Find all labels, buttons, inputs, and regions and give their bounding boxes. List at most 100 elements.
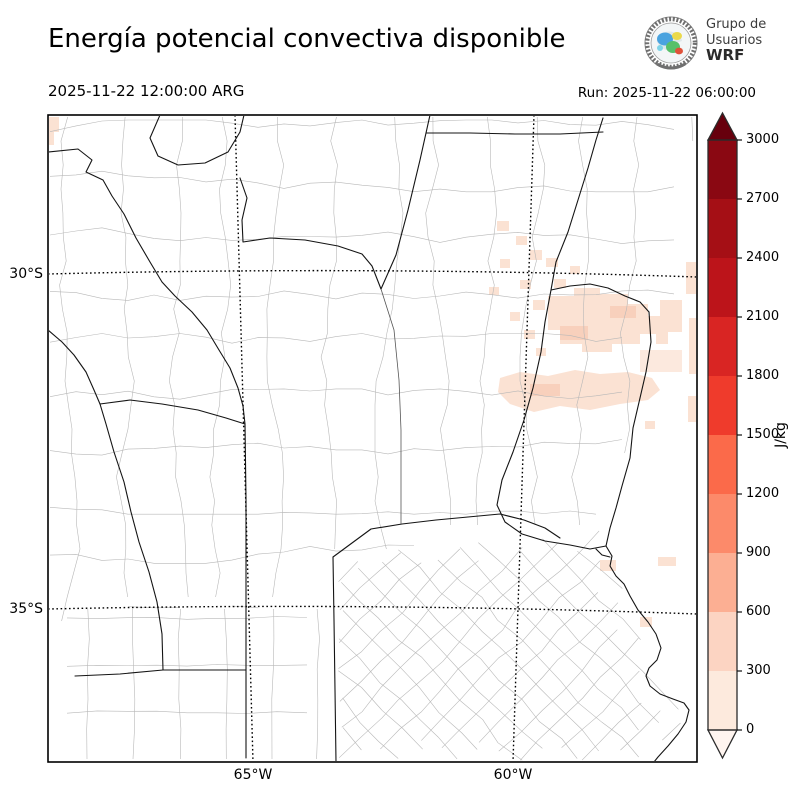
department-boundary-line: [542, 538, 641, 640]
rio-de-la-plata-coast: [605, 545, 690, 761]
graticule-gridlines: [49, 116, 696, 761]
cape-shading-darker-spots: [530, 306, 636, 396]
department-boundary-line: [66, 664, 308, 667]
department-boundary-line: [380, 530, 600, 750]
x-tick-60W: 60°W: [493, 767, 533, 783]
colorbar: [706, 111, 742, 760]
department-boundary-line: [339, 560, 479, 702]
department-boundary-line: [478, 542, 660, 723]
department-boundary-line: [691, 116, 694, 142]
map-background: [49, 116, 696, 761]
run-time-label: Run: 2025-11-22 06:00:00: [577, 85, 756, 101]
department-boundary-line: [320, 116, 338, 550]
department-boundary-line: [316, 608, 320, 760]
department-boundary-line: [341, 547, 523, 728]
department-boundary-line: [266, 116, 285, 598]
department-boundary-line: [338, 562, 422, 643]
department-boundary-line: [66, 710, 308, 714]
department-boundary-line: [478, 602, 619, 743]
y-tick-35S: 35°S: [9, 601, 43, 617]
colorbar-segment: [708, 258, 737, 317]
department-boundary-line: [620, 710, 661, 751]
page-title: Energía potencial convectiva disponible: [48, 24, 566, 54]
department-boundary-line: [342, 727, 362, 751]
department-boundary-line: [224, 608, 228, 760]
colorbar-tick-label: 0: [746, 722, 755, 737]
gridline-65W: [234, 116, 254, 761]
department-boundary-line: [520, 637, 639, 761]
department-boundary-line: [66, 616, 308, 620]
wrf-users-group-logo-icon: [644, 16, 698, 70]
colorbar-over-arrow: [706, 111, 739, 141]
department-boundary-line: [398, 549, 599, 752]
department-boundary-line: [520, 551, 679, 710]
colorbar-segment: [708, 317, 737, 376]
department-boundaries: [49, 116, 694, 761]
department-boundary-line: [441, 592, 599, 749]
gridline-60W: [512, 116, 535, 761]
department-boundary-line: [425, 116, 451, 525]
colorbar-tick-label: 1800: [746, 368, 780, 383]
logo-text: Grupo de Usuarios WRF: [706, 17, 766, 64]
department-boundary-line: [475, 116, 497, 526]
department-boundary-line: [116, 116, 135, 598]
department-boundary-line: [620, 116, 640, 454]
department-boundary-line: [498, 629, 618, 752]
logo-line-3: WRF: [706, 46, 745, 64]
department-boundary-line: [382, 561, 578, 759]
colorbar-segment: [708, 553, 737, 612]
department-boundary-line: [209, 116, 232, 598]
department-boundary-line: [459, 547, 639, 731]
colorbar-segment: [708, 494, 737, 553]
colorbar-tick-label: 300: [746, 663, 771, 678]
colorbar-tick-label: 900: [746, 545, 771, 560]
department-boundary-line: [561, 670, 640, 748]
department-boundary-line: [437, 559, 639, 758]
colorbar-under-arrow: [706, 729, 739, 760]
valid-time-label: 2025-11-22 12:00:00 ARG: [48, 82, 245, 100]
colorbar-tick-label: 600: [746, 604, 771, 619]
department-boundary-line: [421, 560, 601, 741]
logo-line-1: Grupo de: [706, 17, 767, 32]
y-tick-30S: 30°S: [9, 266, 43, 282]
department-boundary-line: [338, 542, 559, 758]
department-boundary-line: [662, 722, 681, 741]
x-tick-65W: 65°W: [233, 767, 273, 783]
department-boundary-line: [49, 227, 675, 244]
department-boundary-line: [519, 116, 546, 526]
department-boundary-line: [49, 289, 675, 301]
colorbar-segment: [708, 612, 737, 671]
logo-line-2: Usuarios: [706, 32, 763, 48]
department-boundary-line: [342, 610, 478, 750]
department-boundary-line: [338, 548, 461, 669]
department-boundary-line: [168, 117, 189, 598]
parana-river-south: [496, 289, 607, 550]
santa-fe-cordoba-boundary: [380, 288, 402, 524]
department-boundary-line: [577, 550, 623, 589]
colorbar-tick-label: 2400: [746, 250, 780, 265]
department-boundary-line: [581, 702, 642, 761]
uruguay-river: [605, 311, 652, 547]
department-boundary-line: [49, 119, 675, 132]
department-boundary-line: [49, 170, 675, 193]
department-boundary-line: [86, 608, 90, 760]
department-boundary-line: [338, 670, 423, 750]
colorbar-tick-label: 2100: [746, 309, 780, 324]
colorbar-segment: [708, 376, 737, 435]
department-boundary-line: [49, 439, 623, 456]
desaguadero-river: [99, 403, 164, 671]
parana-river-north: [550, 117, 604, 291]
colorbar-tick-label: 3000: [746, 132, 780, 147]
department-boundary-line: [338, 561, 359, 582]
department-boundary-line: [271, 608, 275, 760]
colorbar-tick-label: 1200: [746, 486, 780, 501]
department-boundary-line: [132, 608, 136, 760]
department-boundary-line: [49, 388, 623, 400]
department-boundary-line: [341, 582, 523, 761]
colorbar-segment: [708, 140, 737, 199]
department-boundary-line: [571, 116, 589, 526]
department-boundary-line: [59, 116, 81, 622]
colorbar-tick-label: 1500: [746, 427, 780, 442]
